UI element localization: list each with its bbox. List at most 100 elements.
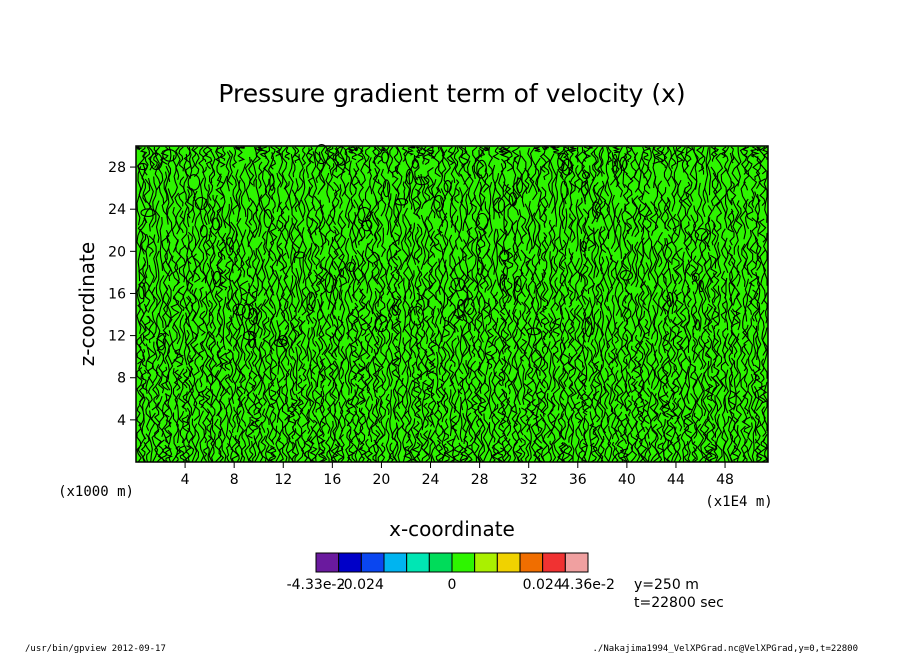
contour-line <box>491 440 501 463</box>
contour-line <box>534 414 544 444</box>
contour-line <box>222 296 227 351</box>
contour-line <box>344 285 351 340</box>
contour-line <box>568 213 574 241</box>
contour-line <box>426 370 435 398</box>
contour-line <box>729 181 737 204</box>
contour-line <box>419 433 429 463</box>
contour-line <box>676 397 683 432</box>
contour-line <box>663 146 669 182</box>
contour-line <box>751 325 758 367</box>
contour-line <box>582 208 590 257</box>
contour-line <box>587 384 594 409</box>
contour-line <box>199 364 204 388</box>
contour-line <box>690 264 698 285</box>
contour-line <box>702 360 711 414</box>
contour-line <box>274 270 282 318</box>
contour-line <box>186 186 195 219</box>
colorbar-swatch <box>383 552 408 573</box>
contour-line <box>597 420 604 463</box>
contour-line <box>747 374 754 420</box>
contour-line <box>291 245 297 298</box>
contour-line <box>412 188 421 218</box>
contour-line <box>606 383 614 423</box>
contour-line <box>583 169 590 205</box>
contour-line <box>160 444 169 463</box>
contour-line <box>332 414 341 463</box>
contour-line <box>610 366 617 405</box>
contour-line <box>604 315 611 366</box>
contour-line <box>558 255 565 287</box>
contour-line <box>405 366 409 408</box>
contour-line <box>488 371 493 420</box>
contour-line <box>408 171 413 210</box>
x-tick-label: 28 <box>471 472 489 488</box>
contour-line <box>289 362 295 400</box>
contour-line <box>205 234 212 257</box>
contour-line <box>486 248 493 291</box>
contour-line <box>320 415 327 438</box>
contour-line <box>614 447 620 463</box>
contour-line <box>554 171 558 227</box>
contour-line <box>542 343 549 376</box>
contour-line <box>687 435 693 463</box>
contour-line <box>581 365 587 388</box>
contour-line <box>300 169 306 218</box>
contour-line <box>294 267 300 313</box>
contour-line <box>754 413 762 444</box>
contour-line <box>607 425 613 463</box>
contour-line <box>588 146 594 149</box>
contour-line <box>400 214 409 271</box>
contour-line <box>364 243 370 294</box>
contour-line <box>613 403 621 445</box>
contour-line <box>268 403 275 443</box>
colorbar-swatch <box>564 552 589 573</box>
contour-line <box>316 298 321 337</box>
contour-line <box>542 378 549 417</box>
contour-line <box>702 187 707 218</box>
contour-line <box>712 334 720 361</box>
contour-line <box>306 409 311 434</box>
contour-line <box>288 275 294 320</box>
contour-line <box>535 331 543 386</box>
contour-line <box>713 223 719 269</box>
contour-line <box>530 296 538 346</box>
contour-line <box>496 228 506 266</box>
contour-line <box>254 179 261 238</box>
contour-line <box>659 357 669 389</box>
contour-line <box>758 146 767 175</box>
contour-line <box>599 338 606 384</box>
contour-line <box>203 445 209 463</box>
contour-line <box>696 240 703 276</box>
contour-loop <box>232 303 246 316</box>
contour-line <box>575 425 580 463</box>
contour-line <box>727 367 733 409</box>
contour-line <box>372 146 381 184</box>
contour-line <box>536 445 544 463</box>
contour-line <box>602 256 610 311</box>
contour-line <box>269 222 278 246</box>
contour-line <box>751 416 757 463</box>
contour-line <box>442 316 450 338</box>
contour-line <box>311 151 318 212</box>
contour-line <box>706 303 714 333</box>
contour-line <box>550 352 556 393</box>
contour-line <box>710 423 716 442</box>
contour-loop <box>619 269 634 281</box>
contour-line <box>742 390 750 415</box>
contour-line <box>192 253 202 283</box>
contour-line <box>747 422 753 463</box>
contour-line <box>646 387 652 439</box>
contour-line <box>240 229 247 278</box>
contour-line <box>614 348 619 368</box>
contour-line <box>762 232 768 286</box>
contour-line <box>269 311 275 351</box>
contour-line <box>706 403 715 444</box>
contour-line <box>568 203 577 243</box>
contour-line <box>228 315 233 347</box>
contour-line <box>182 256 190 310</box>
contour-line <box>416 353 423 384</box>
contour-line <box>248 441 254 463</box>
contour-loop <box>162 149 177 162</box>
contour-line <box>339 289 346 342</box>
contour-line <box>174 239 182 286</box>
